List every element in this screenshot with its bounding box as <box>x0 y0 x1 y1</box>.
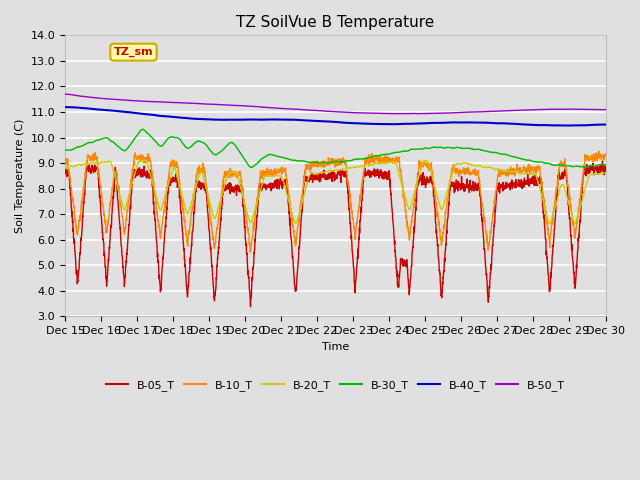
Y-axis label: Soil Temperature (C): Soil Temperature (C) <box>15 119 25 233</box>
Text: TZ_sm: TZ_sm <box>114 47 154 57</box>
Title: TZ SoilVue B Temperature: TZ SoilVue B Temperature <box>236 15 435 30</box>
Legend: B-05_T, B-10_T, B-20_T, B-30_T, B-40_T, B-50_T: B-05_T, B-10_T, B-20_T, B-30_T, B-40_T, … <box>101 375 570 395</box>
X-axis label: Time: Time <box>322 342 349 352</box>
